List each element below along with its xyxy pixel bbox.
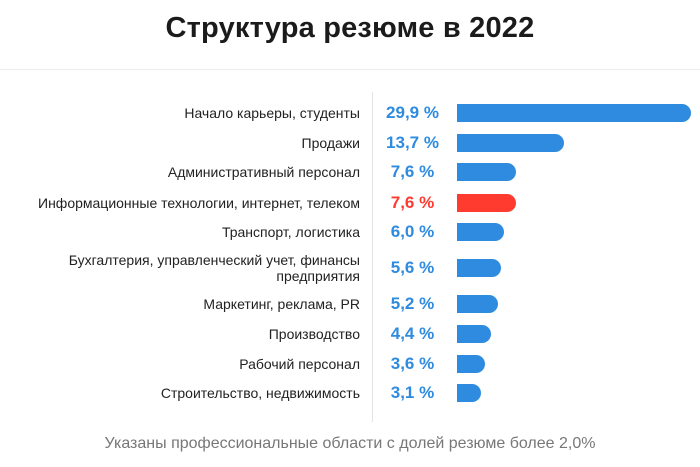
value-label: 5,6 % bbox=[390, 258, 435, 277]
bar bbox=[457, 355, 486, 373]
chart-title: Структура резюме в 2022 bbox=[165, 12, 535, 44]
bar bbox=[457, 325, 492, 343]
bar bbox=[457, 104, 691, 122]
value-label: 4,4 % bbox=[390, 324, 435, 343]
title-divider bbox=[0, 69, 700, 70]
category-label: Строительство, недвижимость bbox=[160, 385, 360, 401]
value-label: 3,1 % bbox=[390, 383, 435, 402]
category-label: Начало карьеры, студенты bbox=[184, 105, 360, 121]
category-label: Маркетинг, реклама, PR bbox=[203, 296, 360, 312]
value-label: 6,0 % bbox=[390, 222, 435, 241]
category-label: Рабочий персонал bbox=[239, 356, 360, 372]
category-label: Транспорт, логистика bbox=[221, 224, 360, 240]
bar bbox=[457, 295, 498, 313]
value-label: 29,9 % bbox=[386, 103, 439, 122]
value-label: 7,6 % bbox=[390, 193, 435, 212]
category-label: Информационные технологии, интернет, тел… bbox=[38, 195, 360, 211]
value-label: 7,6 % bbox=[390, 162, 435, 181]
bar bbox=[457, 163, 517, 181]
footnote: Указаны профессиональные области с долей… bbox=[104, 435, 596, 452]
value-label: 5,2 % bbox=[390, 294, 435, 313]
category-label: Продажи bbox=[301, 135, 360, 151]
category-label: Административный персонал bbox=[167, 164, 360, 180]
value-label: 13,7 % bbox=[386, 133, 439, 152]
values-divider bbox=[372, 92, 373, 422]
bar bbox=[457, 194, 517, 212]
bar bbox=[457, 223, 504, 241]
bar bbox=[457, 384, 482, 402]
value-label: 3,6 % bbox=[390, 354, 435, 373]
category-label: Бухгалтерия, управленческий учет, финанс… bbox=[68, 252, 360, 284]
bar bbox=[457, 259, 501, 277]
bar bbox=[457, 134, 565, 152]
category-label: Производство bbox=[268, 326, 360, 342]
